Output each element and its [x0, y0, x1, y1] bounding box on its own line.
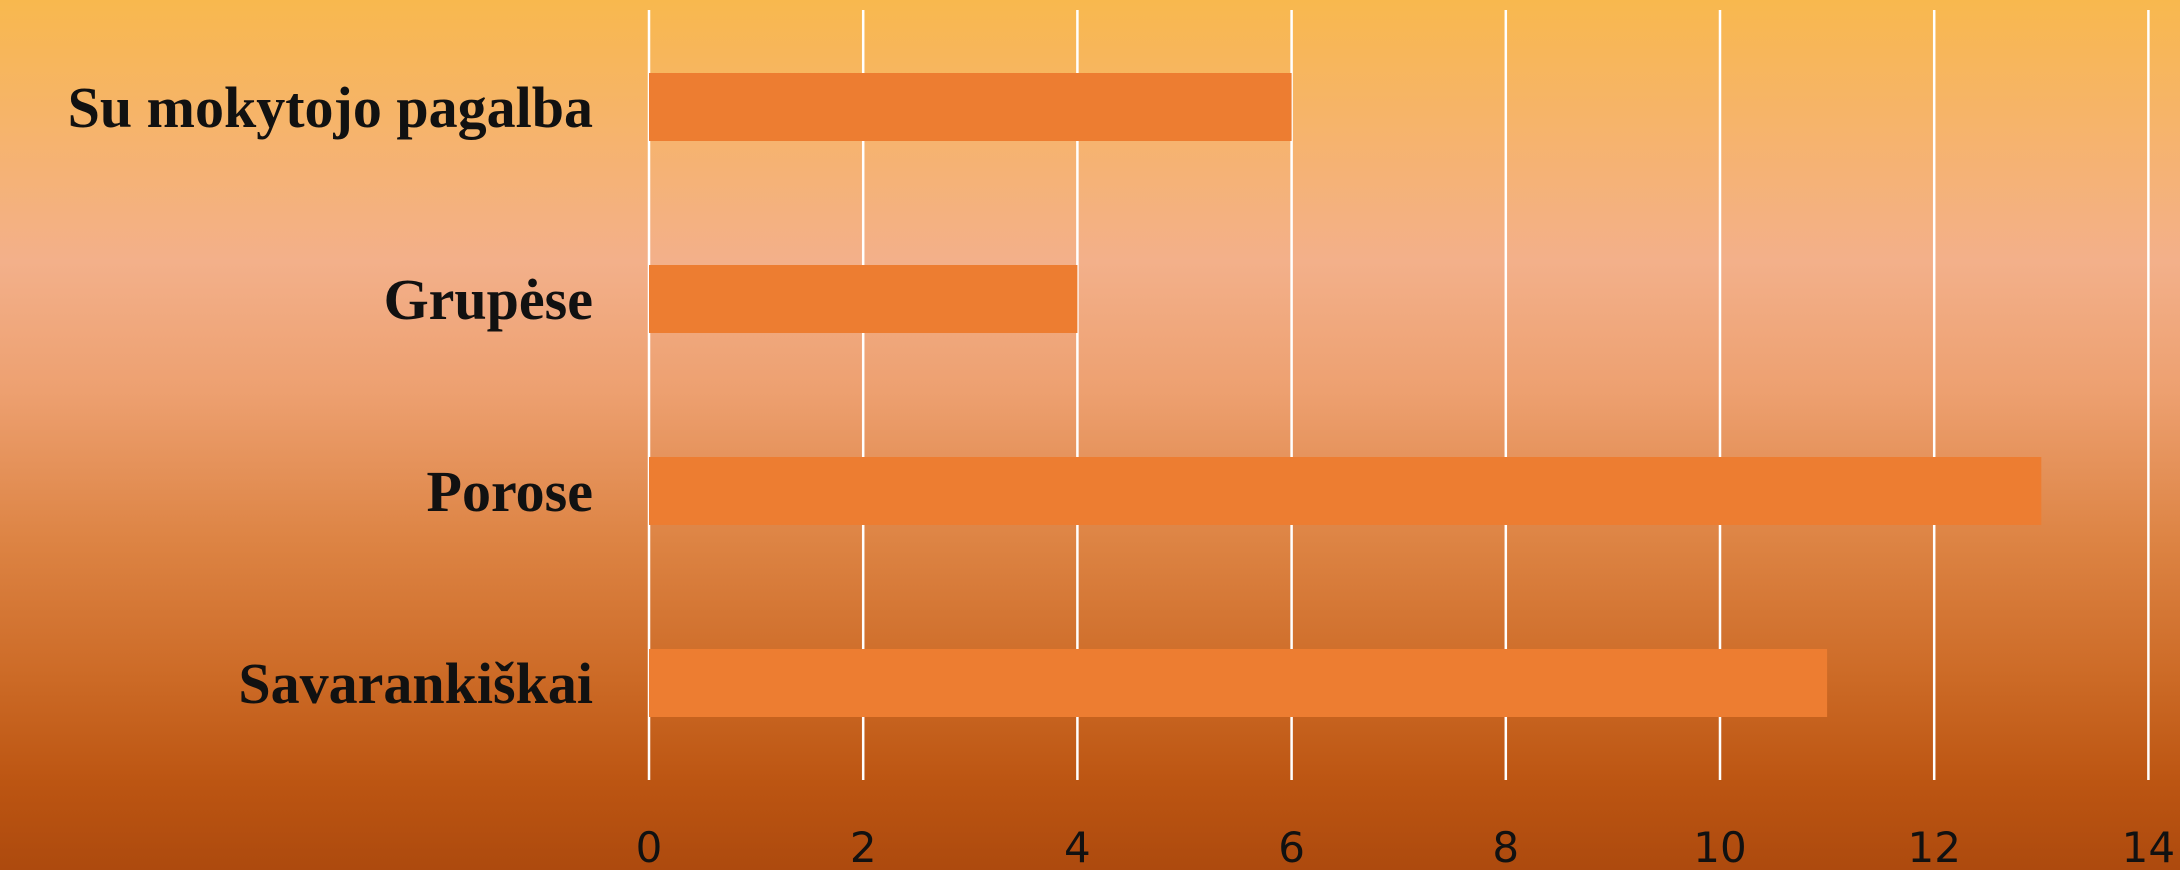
category-label-1: Su mokytojo pagalba — [68, 75, 593, 140]
bars — [649, 73, 2042, 717]
bar-2 — [649, 265, 1078, 333]
tick-label-8: 8 — [1492, 823, 1519, 870]
category-label-3: Porose — [427, 459, 593, 524]
tick-label-0: 0 — [636, 823, 663, 870]
tick-label-10: 10 — [1693, 823, 1746, 870]
tick-label-14: 14 — [2122, 823, 2175, 870]
category-labels: Su mokytojo pagalba Grupėse Porose Savarank… — [68, 75, 593, 716]
tick-labels: 0 2 4 6 8 10 12 14 — [636, 823, 2175, 870]
bar-3 — [649, 457, 2042, 525]
tick-label-12: 12 — [1907, 823, 1960, 870]
category-label-4: Savarankiškai — [238, 651, 593, 716]
bar-4 — [649, 649, 1828, 717]
tick-label-2: 2 — [850, 823, 877, 870]
category-label-2: Grupėse — [384, 267, 593, 332]
tick-label-4: 4 — [1064, 823, 1091, 870]
bar-1 — [649, 73, 1292, 141]
tick-label-6: 6 — [1278, 823, 1305, 870]
